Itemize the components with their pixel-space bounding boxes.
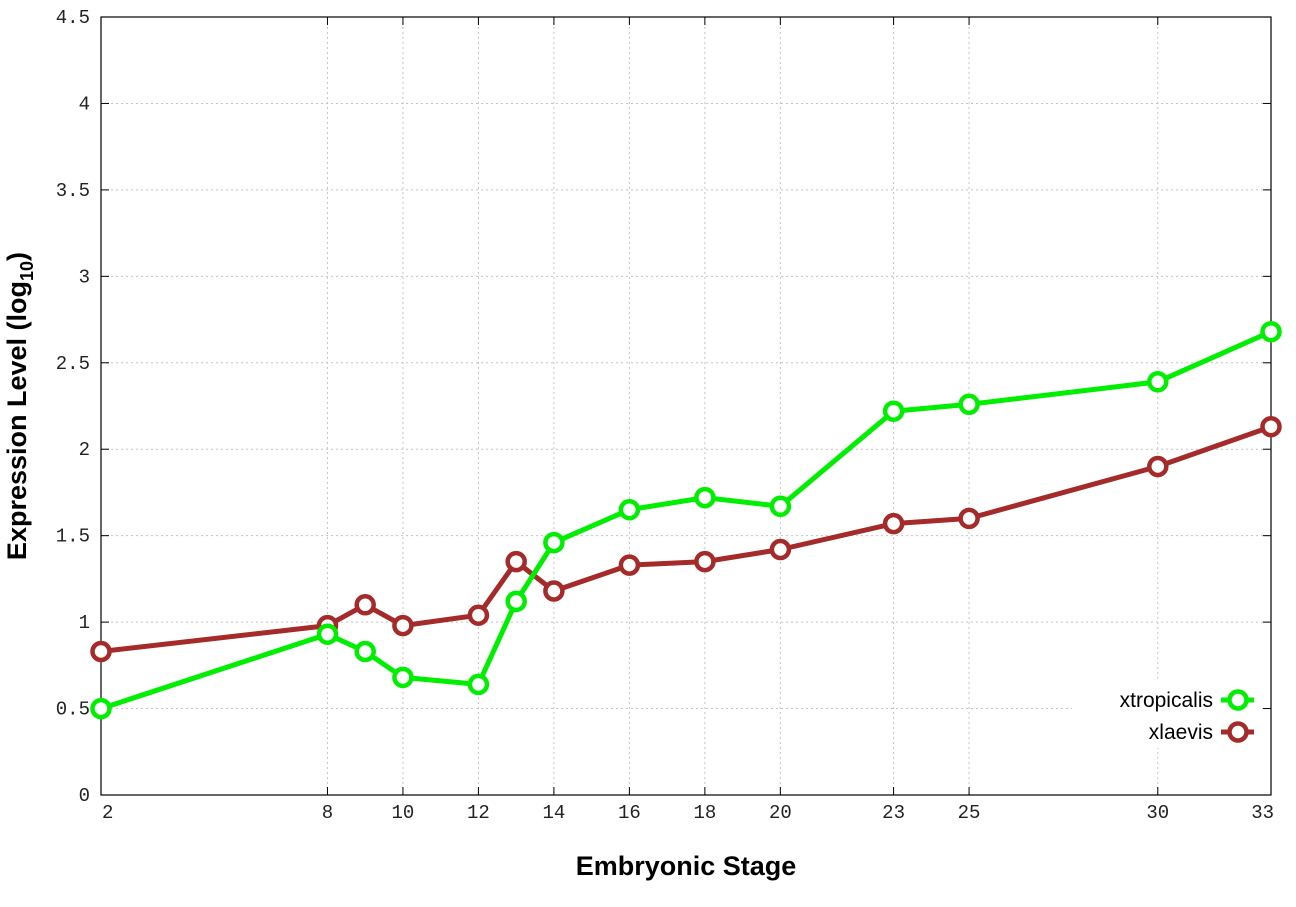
legend: xtropicalis xlaevis [1072, 680, 1262, 748]
data-point-xtropicalis [467, 673, 490, 696]
data-point-xtropicalis [505, 590, 527, 613]
x-tick-label: 14 [542, 802, 565, 824]
data-point-xlaevis [90, 640, 112, 663]
x-axis-title: Embryonic Stage [576, 851, 797, 881]
data-point-xtropicalis [618, 498, 641, 521]
data-point-xtropicalis [354, 640, 376, 663]
data-point-xtropicalis [1147, 371, 1169, 393]
y-tick-label: 0.5 [56, 699, 90, 721]
y-tick-label: 3.5 [56, 180, 90, 202]
data-point-xtropicalis [392, 666, 414, 689]
data-point-xtropicalis [958, 393, 980, 416]
legend-entry-xlaevis: xlaevis [1149, 721, 1254, 744]
data-series [90, 320, 1282, 720]
plot-frame [100, 16, 1272, 796]
data-point-xlaevis [354, 594, 376, 616]
legend-swatch-marker-xlaevis [1227, 721, 1249, 743]
y-axis-title: Expression Level (log10) [2, 252, 37, 560]
legend-label-xlaevis: xlaevis [1149, 721, 1213, 744]
data-point-xlaevis [505, 550, 527, 573]
y-tick-label: 2.5 [56, 353, 90, 375]
x-tick-label: 33 [1251, 802, 1274, 824]
data-point-xlaevis [1260, 415, 1282, 438]
data-point-xtropicalis [769, 495, 792, 518]
series-xtropicalis [90, 320, 1282, 720]
y-tick-label: 4.5 [56, 7, 90, 29]
data-point-xtropicalis [1260, 320, 1282, 343]
x-tick-label: 2 [102, 802, 113, 824]
grid [101, 17, 1271, 795]
data-point-xlaevis [618, 554, 641, 576]
y-axis-title-subscript: 10 [17, 261, 37, 281]
y-tick-label: 1 [79, 612, 90, 634]
data-point-xtropicalis [543, 531, 565, 554]
x-tick-label: 18 [693, 802, 716, 824]
legend-entry-xtropicalis: xtropicalis [1120, 689, 1254, 712]
x-tick-label: 30 [1146, 802, 1169, 824]
data-point-xlaevis [694, 550, 716, 573]
data-point-xlaevis [543, 580, 565, 602]
data-point-xtropicalis [882, 400, 905, 422]
data-point-xlaevis [958, 507, 980, 530]
data-point-xlaevis [1147, 455, 1169, 478]
y-axis-title-close: ) [2, 252, 32, 261]
data-point-xlaevis [882, 512, 905, 535]
y-tick-label: 4 [79, 93, 90, 115]
y-tick-label: 0 [79, 785, 90, 807]
y-tick-label: 2 [79, 439, 90, 461]
x-tick-label: 10 [392, 802, 415, 824]
y-tick-label: 3 [79, 266, 90, 288]
data-point-xtropicalis [316, 623, 339, 645]
x-tick-label: 12 [467, 802, 490, 824]
axis-ticks: 0 0.5 1 1.5 2 2.5 3 3.5 4 4.5 2 8 10 12 14 16 18 20 23 25 30… [56, 7, 1274, 824]
data-point-xlaevis [392, 614, 414, 637]
x-tick-label: 8 [322, 802, 333, 824]
x-tick-label: 25 [958, 802, 981, 824]
y-axis-title-main: Expression Level (log [2, 281, 32, 560]
data-point-xlaevis [467, 604, 490, 626]
data-point-xlaevis [769, 538, 792, 561]
x-tick-label: 23 [882, 802, 905, 824]
data-point-xtropicalis [90, 697, 112, 720]
y-tick-label: 1.5 [56, 526, 90, 548]
x-tick-label: 20 [769, 802, 792, 824]
legend-swatch-marker-xtropicalis [1227, 689, 1249, 711]
x-tick-label: 16 [618, 802, 641, 824]
series-xlaevis [90, 415, 1282, 663]
legend-label-xtropicalis: xtropicalis [1120, 689, 1213, 712]
data-point-xtropicalis [694, 486, 716, 509]
